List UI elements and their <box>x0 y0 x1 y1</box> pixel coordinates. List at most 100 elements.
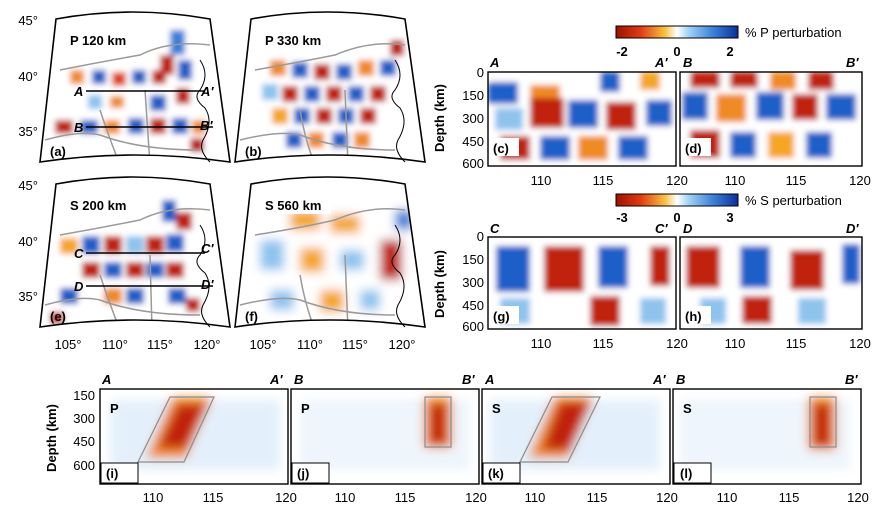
map-a-label: (a) <box>50 144 66 159</box>
colorbar-s-mid: 0 <box>673 210 680 225</box>
profile-c-start: C <box>74 246 84 261</box>
bottom-annotations: A A′ B B′ A A′ B B′ P P S S (i) (j) (k) … <box>44 372 869 505</box>
lon-tick-110-left: 110° <box>102 337 128 352</box>
x-tick-110-j: 110 <box>335 490 356 505</box>
section-annotations: A A′ B B′ C C′ D D′ (c) (d) (g) (h) Dept… <box>432 55 871 351</box>
colorbar-p-mid: 0 <box>673 44 680 59</box>
depth-tick-300-top: 300 <box>462 111 484 126</box>
section-g-end: C′ <box>655 221 668 236</box>
map-a-title: P 120 km <box>70 33 126 48</box>
depth-tick-150-top: 150 <box>462 88 484 103</box>
x-tick-120-l: 120 <box>847 490 869 505</box>
map-f-title: S 560 km <box>265 198 321 213</box>
depth-tick-450-top: 450 <box>462 134 484 149</box>
x-tick-110-k: 110 <box>525 490 546 505</box>
profile-d-end: D′ <box>201 277 214 292</box>
lat-tick-45-top: 45° <box>18 13 38 28</box>
section-h-start: D <box>683 221 693 236</box>
bottom-j-label: (j) <box>297 466 309 481</box>
map-panel-f <box>234 176 426 328</box>
map-annotations: P 120 km P 330 km S 200 km S 560 km (a) … <box>18 13 415 352</box>
bottom-k-start: A <box>484 372 494 387</box>
depth-tick-300-bottom: 300 <box>73 411 95 426</box>
bottom-panel-j <box>290 388 480 485</box>
colorbar-p: -2 0 2 % P perturbation <box>615 25 842 59</box>
colorbar-s: -3 0 3 % S perturbation <box>615 193 842 225</box>
colorbar-p-max: 2 <box>726 44 733 59</box>
x-tick-115-k: 115 <box>587 490 608 505</box>
x-tick-110-h: 110 <box>725 336 746 351</box>
depth-tick-600-mid: 600 <box>462 319 484 334</box>
colorbar-s-max: 3 <box>726 210 733 225</box>
x-tick-110-l: 110 <box>717 490 738 505</box>
bottom-i-label: (i) <box>106 466 118 481</box>
profile-b-end: B′ <box>200 118 213 133</box>
bottom-i-phase: P <box>110 401 119 416</box>
bottom-i-end: A′ <box>269 372 283 387</box>
x-tick-110-g: 110 <box>531 336 552 351</box>
bottom-l-start: B <box>676 372 685 387</box>
colorbar-s-label: % S perturbation <box>745 193 842 208</box>
lon-tick-110-right: 110° <box>297 337 323 352</box>
bottom-l-phase: S <box>683 401 692 416</box>
section-c-label: (c) <box>493 141 509 156</box>
depth-tick-600-bottom: 600 <box>73 458 95 473</box>
x-tick-120-h: 120 <box>849 336 871 351</box>
colorbar-p-min: -2 <box>616 44 628 59</box>
colorbar-p-label: % P perturbation <box>745 25 842 40</box>
x-tick-115-h: 115 <box>786 336 807 351</box>
lat-tick-40-top: 40° <box>18 69 38 84</box>
map-panel-b <box>234 11 426 163</box>
lon-tick-120-right: 120° <box>389 337 416 352</box>
x-tick-110-c: 110 <box>531 173 552 188</box>
bottom-j-start: B <box>294 372 303 387</box>
lat-tick-35-bottom: 35° <box>18 289 38 304</box>
x-tick-115-j: 115 <box>395 490 416 505</box>
colorbar-s-min: -3 <box>616 210 628 225</box>
profile-d-start: D <box>74 279 84 294</box>
section-c-start: A <box>489 55 499 70</box>
bottom-l-label: (l) <box>680 466 692 481</box>
map-e-title: S 200 km <box>70 198 126 213</box>
x-tick-120-i: 120 <box>275 490 297 505</box>
depth-tick-0-mid: 0 <box>477 229 484 244</box>
section-c <box>487 71 677 167</box>
map-b-label: (b) <box>245 144 262 159</box>
lat-tick-35-top: 35° <box>18 124 38 139</box>
depth-tick-300-mid: 300 <box>462 275 484 290</box>
map-panel-e <box>39 176 231 328</box>
profile-a-end: A′ <box>200 84 214 99</box>
section-g-label: (g) <box>493 309 510 324</box>
depth-tick-450-bottom: 450 <box>73 434 95 449</box>
depth-axis-label-mid: Depth (km) <box>432 250 447 318</box>
section-d-end: B′ <box>846 55 859 70</box>
lat-tick-45-bottom: 45° <box>18 178 38 193</box>
bottom-panel-l <box>672 388 862 485</box>
bottom-l-end: B′ <box>845 372 858 387</box>
depth-axis-label-bottom: Depth (km) <box>44 404 59 472</box>
x-tick-120-d: 120 <box>849 173 871 188</box>
bottom-j-end: B′ <box>462 372 475 387</box>
bottom-k-label: (k) <box>488 466 504 481</box>
map-panel-a <box>39 11 231 163</box>
depth-tick-450-mid: 450 <box>462 298 484 313</box>
lon-tick-105-right: 105° <box>250 337 277 352</box>
x-tick-120-j: 120 <box>465 490 487 505</box>
lon-tick-115-left: 115° <box>147 337 173 352</box>
lon-tick-115-right: 115° <box>342 337 368 352</box>
x-tick-115-i: 115 <box>203 490 224 505</box>
depth-tick-600-top: 600 <box>462 156 484 171</box>
section-d-start: B <box>683 55 692 70</box>
x-tick-115-c: 115 <box>593 173 614 188</box>
map-e-label: (e) <box>50 309 66 324</box>
profile-c-end: C′ <box>201 241 214 256</box>
map-f-label: (f) <box>245 309 258 324</box>
section-c-end: A′ <box>654 55 668 70</box>
lat-tick-40-bottom: 40° <box>18 234 38 249</box>
depth-axis-label-top: Depth (km) <box>432 84 447 152</box>
depth-tick-150-mid: 150 <box>462 252 484 267</box>
x-tick-115-d: 115 <box>786 173 807 188</box>
section-h-end: D′ <box>846 221 859 236</box>
bottom-j-phase: P <box>301 401 310 416</box>
